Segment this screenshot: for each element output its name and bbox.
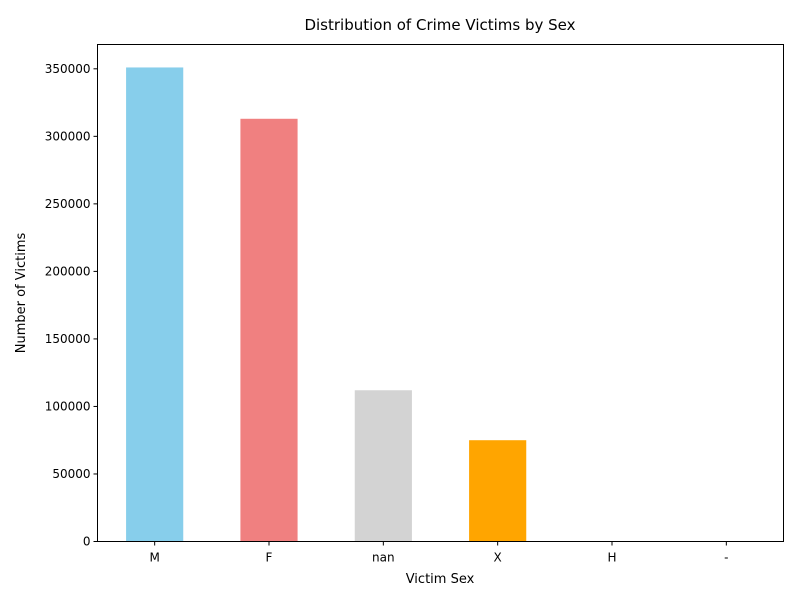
y-tick-label-1: 50000 [52,467,90,481]
x-tick-label-3: X [494,551,502,565]
bar-0 [126,67,183,541]
x-tick-label-0: M [149,551,159,565]
y-tick-label-5: 250000 [45,197,91,211]
x-tick-label-4: H [607,551,616,565]
y-tick-label-2: 100000 [45,399,91,413]
y-tick-label-0: 0 [83,535,91,549]
bar-3 [469,440,526,541]
x-axis-label: Victim Sex [406,572,475,587]
y-tick-label-4: 200000 [45,264,91,278]
y-tick-label-7: 350000 [45,62,91,76]
y-axis-label: Number of Victims [14,233,29,354]
y-tick-label-6: 300000 [45,129,91,143]
x-tick-label-5: - [724,551,728,565]
x-tick-label-2: nan [372,551,395,565]
y-tick-label-3: 150000 [45,332,91,346]
bar-1 [240,119,297,542]
chart-title: Distribution of Crime Victims by Sex [304,16,575,34]
x-tick-label-1: F [266,551,273,565]
bar-2 [355,390,412,541]
